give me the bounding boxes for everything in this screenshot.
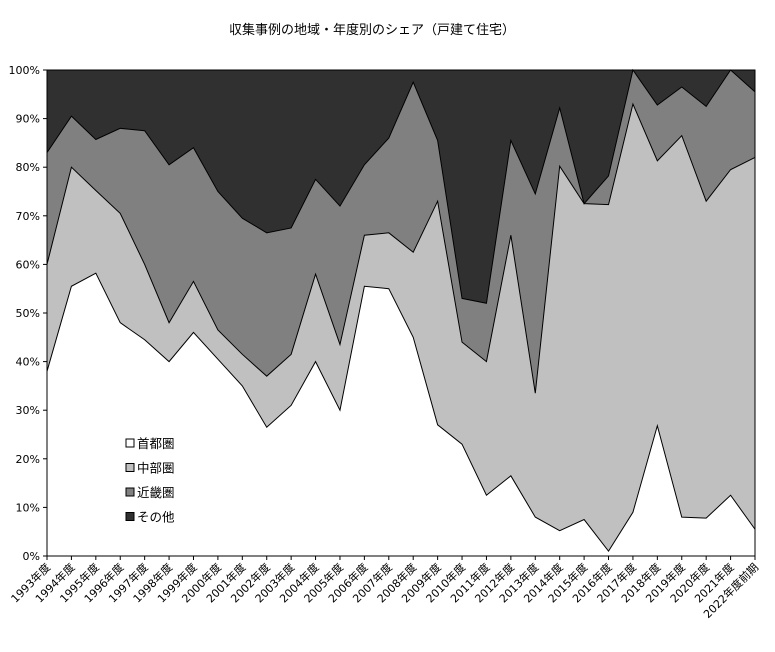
legend-label: 首都圏 <box>137 436 175 451</box>
y-tick-label: 40% <box>16 356 40 369</box>
series-line-chubu <box>46 102 756 394</box>
legend-swatch <box>125 438 135 448</box>
chart-title: 収集事例の地域・年度別のシェア（戸建て住宅） <box>229 22 515 38</box>
area-shutoken <box>47 273 755 556</box>
legend-swatch <box>125 512 135 521</box>
y-tick-label: 0% <box>23 550 40 563</box>
legend-label: 中部圏 <box>137 461 175 476</box>
y-tick-label: 80% <box>16 161 40 174</box>
area-layers <box>46 68 756 556</box>
y-axis: 0% 10% 20% 30% 40% 50% 60% 70% 80% 90% 100% <box>9 64 47 563</box>
legend-label: その他 <box>137 510 175 525</box>
y-tick-label: 100% <box>9 64 40 77</box>
y-tick-label: 10% <box>16 501 40 514</box>
legend-label: 近畿圏 <box>137 485 175 500</box>
y-tick-label: 60% <box>16 258 40 271</box>
y-tick-label: 90% <box>16 113 40 126</box>
area-other <box>47 70 755 304</box>
y-tick-label: 50% <box>16 307 40 320</box>
y-tick-label: 30% <box>16 404 40 417</box>
x-axis: 1993年度1994年度1995年度1996年度1997年度1998年度1999… <box>8 556 761 621</box>
area-chubu <box>47 104 755 552</box>
y-tick-label: 20% <box>16 453 40 466</box>
area-kinki <box>47 70 755 394</box>
legend-swatch <box>125 463 135 472</box>
legend-swatch <box>125 487 135 497</box>
y-tick-label: 70% <box>16 210 40 223</box>
series-line-shutoken <box>46 272 756 553</box>
series-line-kinki <box>46 68 756 304</box>
